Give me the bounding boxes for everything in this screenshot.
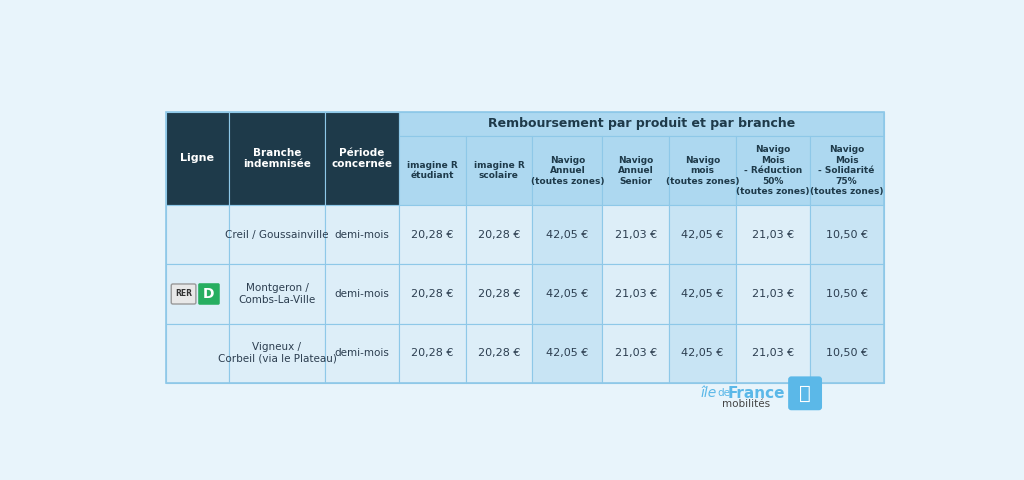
Text: 21,03 €: 21,03 € xyxy=(752,348,794,358)
Bar xyxy=(602,264,669,324)
Bar xyxy=(810,264,884,324)
Bar xyxy=(325,111,399,205)
Text: 21,03 €: 21,03 € xyxy=(752,289,794,299)
Bar xyxy=(810,136,884,205)
Bar xyxy=(229,264,325,324)
Bar xyxy=(166,264,229,324)
Text: 20,28 €: 20,28 € xyxy=(411,230,454,240)
Bar xyxy=(669,136,735,205)
Bar xyxy=(466,264,532,324)
Text: Navigo
Mois
- Réduction
50%
(toutes zones): Navigo Mois - Réduction 50% (toutes zone… xyxy=(736,145,809,196)
Bar xyxy=(669,205,735,264)
Text: 42,05 €: 42,05 € xyxy=(681,289,724,299)
Text: 42,05 €: 42,05 € xyxy=(546,289,589,299)
Text: 10,50 €: 10,50 € xyxy=(825,348,867,358)
Text: Navigo
Annuel
(toutes zones): Navigo Annuel (toutes zones) xyxy=(530,156,604,186)
Bar xyxy=(810,205,884,264)
Text: demi-mois: demi-mois xyxy=(335,230,389,240)
Bar xyxy=(735,205,810,264)
Text: Creil / Goussainville: Creil / Goussainville xyxy=(225,230,329,240)
Bar xyxy=(399,324,466,383)
Text: 10,50 €: 10,50 € xyxy=(825,230,867,240)
FancyBboxPatch shape xyxy=(199,283,220,305)
Text: 21,03 €: 21,03 € xyxy=(614,289,656,299)
Text: 20,28 €: 20,28 € xyxy=(411,289,454,299)
Text: 20,28 €: 20,28 € xyxy=(411,348,454,358)
Bar xyxy=(466,324,532,383)
Bar xyxy=(166,111,884,383)
Text: Ligne: Ligne xyxy=(180,154,214,164)
Text: 42,05 €: 42,05 € xyxy=(681,230,724,240)
Text: RER: RER xyxy=(175,289,193,299)
Text: 20,28 €: 20,28 € xyxy=(478,348,520,358)
Bar xyxy=(325,264,399,324)
Text: 10,50 €: 10,50 € xyxy=(825,289,867,299)
Text: Montgeron /
Combs-La-Ville: Montgeron / Combs-La-Ville xyxy=(239,283,315,305)
Bar xyxy=(602,205,669,264)
Bar xyxy=(532,205,602,264)
Text: 21,03 €: 21,03 € xyxy=(752,230,794,240)
Text: mobilités: mobilités xyxy=(722,399,770,409)
Bar xyxy=(229,324,325,383)
Text: imagine R
étudiant: imagine R étudiant xyxy=(407,161,458,180)
Text: Branche
indemnisée: Branche indemnisée xyxy=(243,148,311,169)
Bar xyxy=(229,205,325,264)
Bar xyxy=(602,136,669,205)
FancyBboxPatch shape xyxy=(788,376,822,410)
Bar xyxy=(325,324,399,383)
Text: 21,03 €: 21,03 € xyxy=(614,348,656,358)
Bar xyxy=(669,324,735,383)
Bar xyxy=(466,205,532,264)
Bar xyxy=(399,136,466,205)
Bar xyxy=(166,205,229,264)
Text: 42,05 €: 42,05 € xyxy=(681,348,724,358)
Text: imagine R
scolaire: imagine R scolaire xyxy=(473,161,524,180)
Bar xyxy=(810,324,884,383)
FancyBboxPatch shape xyxy=(171,284,196,304)
Bar xyxy=(532,264,602,324)
Text: 🏃: 🏃 xyxy=(799,384,811,403)
Bar xyxy=(325,205,399,264)
Text: île: île xyxy=(700,386,717,400)
Text: 42,05 €: 42,05 € xyxy=(546,348,589,358)
Bar xyxy=(399,205,466,264)
Text: Période
concernée: Période concernée xyxy=(332,148,392,169)
Text: France: France xyxy=(728,386,785,401)
Bar xyxy=(532,324,602,383)
Text: Navigo
Annuel
Senior: Navigo Annuel Senior xyxy=(617,156,653,186)
Bar xyxy=(399,111,884,136)
Bar xyxy=(166,111,229,205)
Bar xyxy=(466,136,532,205)
Text: D: D xyxy=(203,287,215,301)
Bar xyxy=(669,264,735,324)
Bar xyxy=(399,264,466,324)
Bar xyxy=(602,324,669,383)
Text: de: de xyxy=(717,388,730,398)
Text: demi-mois: demi-mois xyxy=(335,348,389,358)
Text: demi-mois: demi-mois xyxy=(335,289,389,299)
Text: 20,28 €: 20,28 € xyxy=(478,289,520,299)
Bar xyxy=(166,324,229,383)
Text: 20,28 €: 20,28 € xyxy=(478,230,520,240)
Text: Navigo
Mois
- Solidarité
75%
(toutes zones): Navigo Mois - Solidarité 75% (toutes zon… xyxy=(810,145,884,196)
Bar xyxy=(735,324,810,383)
Bar xyxy=(532,136,602,205)
Text: Navigo
mois
(toutes zones): Navigo mois (toutes zones) xyxy=(666,156,739,186)
Text: 21,03 €: 21,03 € xyxy=(614,230,656,240)
Text: Vigneux /
Corbeil (via le Plateau): Vigneux / Corbeil (via le Plateau) xyxy=(217,342,337,364)
Text: 42,05 €: 42,05 € xyxy=(546,230,589,240)
Bar xyxy=(229,111,325,205)
Text: Remboursement par produit et par branche: Remboursement par produit et par branche xyxy=(487,117,795,131)
Bar xyxy=(735,264,810,324)
Bar xyxy=(735,136,810,205)
